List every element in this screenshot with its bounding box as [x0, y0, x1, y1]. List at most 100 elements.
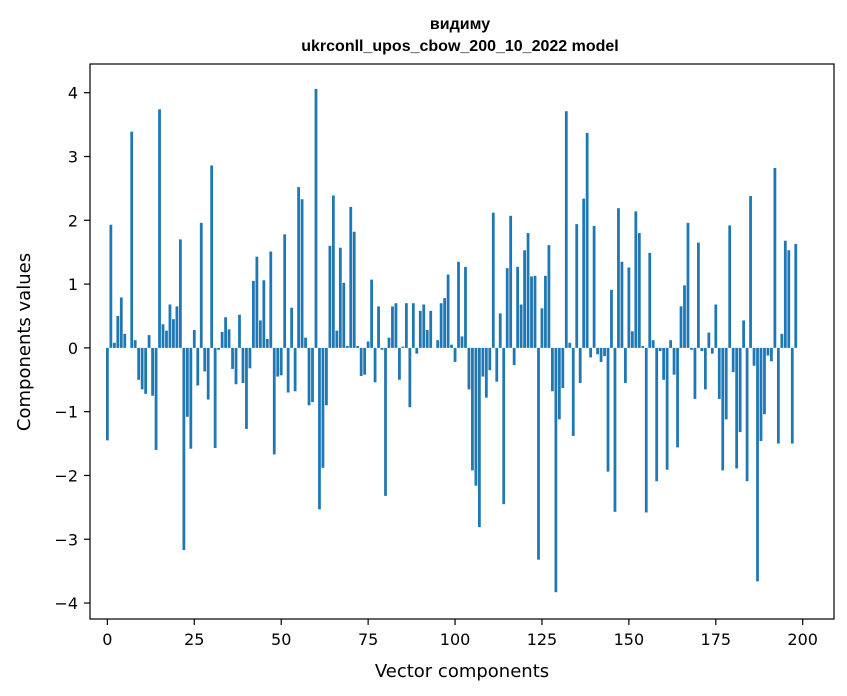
x-tick-label-125: 125	[527, 630, 558, 649]
bar-141	[596, 347, 599, 355]
x-tick-label-150: 150	[614, 630, 645, 649]
x-tick-label-200: 200	[787, 630, 818, 649]
bar-172	[703, 347, 707, 390]
bar-82	[391, 306, 394, 348]
bar-158	[655, 347, 659, 482]
bar-184	[745, 347, 749, 482]
bar-22	[182, 347, 186, 551]
bar-87	[408, 347, 412, 408]
y-tick-label--1: −1	[54, 403, 78, 422]
bar-161	[665, 347, 669, 470]
bar-5	[123, 333, 127, 348]
bar-197	[790, 347, 794, 444]
bar-136	[578, 347, 582, 383]
bar-72	[356, 345, 360, 348]
bar-102	[460, 336, 464, 348]
bar-86	[404, 303, 408, 348]
bar-48	[272, 347, 276, 455]
bar-90	[418, 310, 422, 348]
bar-43	[255, 256, 259, 348]
bar-62	[321, 347, 325, 468]
bar-132	[564, 111, 568, 348]
bar-171	[700, 347, 704, 352]
bar-24	[189, 347, 193, 449]
x-tick-label-0: 0	[102, 630, 112, 649]
bar-196	[787, 250, 791, 348]
bar-15	[158, 109, 161, 348]
bar-40	[245, 347, 248, 429]
bar-49	[276, 347, 280, 377]
chart-subtitle: ukrconll_upos_cbow_200_10_2022 model	[301, 38, 618, 55]
bar-149	[624, 347, 627, 383]
bar-177	[721, 347, 725, 471]
bar-135	[575, 224, 579, 348]
y-tick-label-2: 2	[68, 211, 78, 230]
bar-57	[304, 337, 307, 348]
y-axis-ticks: −4 −3 −2 −1 0 1 2 3 4	[54, 84, 90, 613]
y-tick-label-1: 1	[68, 275, 78, 294]
bar-16	[161, 324, 165, 348]
bar-166	[683, 285, 686, 348]
bar-162	[669, 340, 672, 348]
bar-108	[481, 347, 485, 377]
bar-55	[297, 187, 300, 348]
bar-14	[154, 347, 158, 450]
bar-23	[185, 347, 189, 417]
bar-28	[203, 347, 207, 372]
bar-104	[467, 347, 471, 390]
bar-186	[752, 347, 756, 366]
y-tick-label--4: −4	[54, 594, 78, 613]
bar-19	[172, 319, 175, 348]
bar-78	[377, 306, 380, 348]
bar-198	[794, 243, 798, 348]
x-tick-label-75: 75	[358, 630, 378, 649]
bar-167	[686, 222, 690, 348]
bar-114	[502, 347, 506, 505]
bar-109	[484, 347, 488, 398]
bar-193	[776, 347, 780, 444]
bar-138	[585, 132, 589, 348]
bar-155	[644, 347, 648, 513]
bar-127	[547, 245, 551, 348]
bar-77	[373, 347, 377, 383]
bar-3	[116, 315, 120, 348]
bar-81	[387, 337, 391, 348]
bar-75	[366, 341, 370, 348]
bar-51	[283, 234, 287, 348]
bar-131	[561, 347, 565, 389]
bar-21	[179, 239, 182, 348]
bar-96	[439, 303, 443, 348]
bar-17	[165, 330, 168, 348]
y-tick-label-4: 4	[68, 84, 78, 103]
bar-60	[314, 88, 318, 348]
bar-37	[234, 347, 238, 385]
bar-36	[231, 347, 234, 369]
bar-154	[641, 345, 645, 348]
y-axis-label: Components values	[14, 253, 35, 431]
bar-129	[554, 347, 558, 593]
bar-79	[380, 347, 384, 350]
bar-103	[464, 266, 467, 348]
bar-137	[582, 198, 586, 348]
bar-163	[672, 347, 676, 375]
bar-143	[603, 347, 606, 357]
bar-26	[196, 347, 200, 386]
bar-69	[345, 345, 349, 348]
bar-111	[491, 212, 495, 348]
bar-110	[488, 347, 492, 371]
bar-76	[370, 279, 373, 348]
bar-157	[651, 340, 655, 348]
bar-105	[471, 347, 474, 471]
bar-125	[540, 308, 544, 348]
bar-122	[530, 276, 533, 348]
bar-179	[728, 225, 732, 348]
bar-192	[773, 167, 777, 348]
bar-12	[147, 335, 151, 348]
bar-113	[498, 313, 502, 348]
bar-174	[710, 347, 714, 354]
bar-106	[474, 347, 478, 486]
bar-44	[258, 320, 262, 348]
bar-11	[144, 347, 148, 394]
bar-89	[415, 347, 419, 354]
bar-181	[735, 347, 739, 469]
